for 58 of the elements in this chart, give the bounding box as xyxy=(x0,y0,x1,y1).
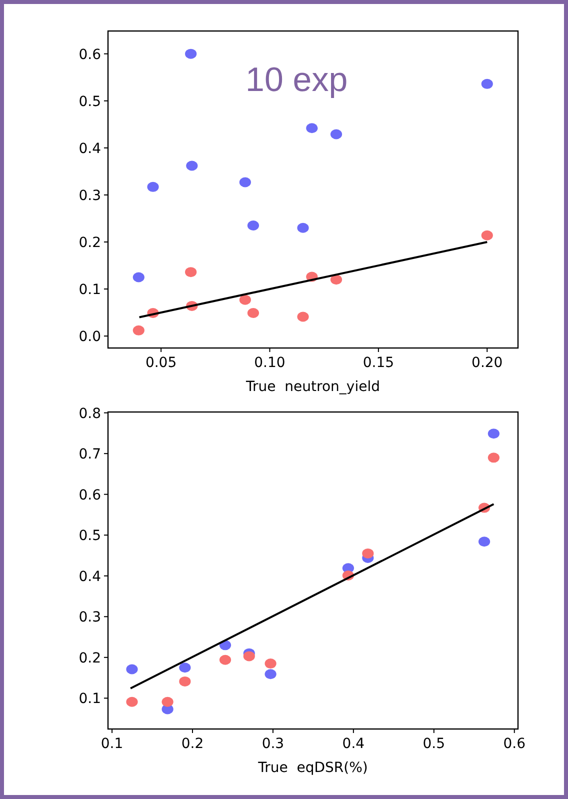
point xyxy=(247,220,260,231)
point xyxy=(132,272,144,282)
point xyxy=(186,160,198,171)
x-tick-label: 0.10 xyxy=(254,355,286,371)
point xyxy=(185,48,197,59)
y-tick-label: 0.6 xyxy=(78,487,102,504)
point xyxy=(219,654,232,665)
x-tick-label: 0.1 xyxy=(100,736,124,752)
x-axis-title: True neutron_yield xyxy=(245,379,380,395)
y-tick-label: 0.8 xyxy=(78,406,101,422)
point xyxy=(243,651,255,662)
point xyxy=(162,696,174,707)
point xyxy=(185,267,197,278)
y-tick-label: 0.3 xyxy=(78,610,101,626)
point xyxy=(126,696,138,707)
point xyxy=(330,129,342,140)
y-tick-label: 0.4 xyxy=(78,140,102,157)
point xyxy=(306,123,318,134)
x-tick-label: 0.5 xyxy=(422,736,446,752)
y-tick-label: 0.3 xyxy=(78,188,101,204)
point xyxy=(297,312,309,322)
y-tick-label: 0.1 xyxy=(78,691,101,708)
point xyxy=(126,664,138,674)
y-tick-label: 0.7 xyxy=(78,446,101,463)
point xyxy=(481,230,493,240)
x-tick-label: 0.6 xyxy=(503,736,526,752)
x-tick-label: 0.2 xyxy=(181,736,204,752)
point xyxy=(147,182,159,192)
y-tick-label: 0.2 xyxy=(78,234,101,251)
annotation: 10 exp xyxy=(246,61,348,99)
x-tick-label: 0.15 xyxy=(362,355,394,371)
point xyxy=(478,536,490,547)
x-tick-label: 0.20 xyxy=(472,355,503,371)
x-tick-label: 0.3 xyxy=(262,736,284,752)
y-tick-label: 0.2 xyxy=(78,650,101,666)
point xyxy=(179,662,191,673)
point xyxy=(247,308,260,318)
point xyxy=(264,669,276,680)
point xyxy=(297,222,309,233)
point xyxy=(330,274,342,285)
point xyxy=(362,548,374,558)
y-tick-label: 0.0 xyxy=(78,329,101,346)
point xyxy=(239,177,251,188)
y-tick-label: 0.5 xyxy=(78,94,101,110)
y-tick-label: 0.4 xyxy=(78,568,102,585)
x-tick-label: 0.05 xyxy=(145,355,177,371)
y-tick-label: 0.5 xyxy=(78,528,101,544)
x-axis-title: True eqDSR(%) xyxy=(257,760,368,776)
point xyxy=(488,428,500,439)
y-tick-label: 0.6 xyxy=(78,46,102,63)
x-tick-label: 0.4 xyxy=(342,736,365,752)
point xyxy=(239,294,251,305)
point xyxy=(179,676,191,686)
point xyxy=(481,78,493,89)
y-tick-label: 0.1 xyxy=(78,282,101,298)
point xyxy=(488,452,500,463)
point xyxy=(132,325,144,336)
point xyxy=(264,658,276,669)
